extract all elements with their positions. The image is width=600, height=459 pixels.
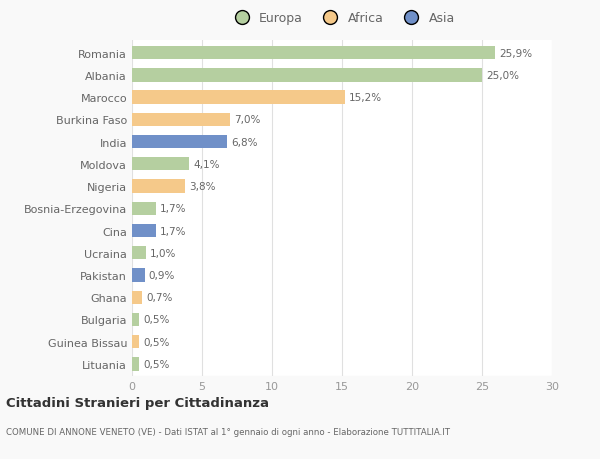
Bar	[132, 135, 227, 149]
Text: 4,1%: 4,1%	[194, 159, 220, 169]
Bar	[132, 91, 345, 105]
Text: 0,5%: 0,5%	[143, 337, 170, 347]
Bar	[132, 224, 156, 238]
Bar	[132, 69, 482, 82]
Text: 0,9%: 0,9%	[149, 270, 175, 280]
Bar	[132, 158, 190, 171]
Bar	[132, 336, 139, 349]
Text: 7,0%: 7,0%	[234, 115, 260, 125]
Bar	[132, 180, 185, 193]
Bar	[132, 113, 230, 127]
Text: 15,2%: 15,2%	[349, 93, 382, 103]
Text: 1,0%: 1,0%	[150, 248, 176, 258]
Bar	[132, 47, 494, 60]
Text: 25,0%: 25,0%	[486, 71, 519, 81]
Bar	[132, 202, 156, 216]
Bar	[132, 358, 139, 371]
Text: 3,8%: 3,8%	[190, 182, 216, 192]
Text: 6,8%: 6,8%	[232, 137, 258, 147]
Text: 1,7%: 1,7%	[160, 204, 187, 214]
Bar	[132, 291, 142, 304]
Bar	[132, 313, 139, 326]
Text: 0,7%: 0,7%	[146, 293, 172, 302]
Text: 1,7%: 1,7%	[160, 226, 187, 236]
Text: 0,5%: 0,5%	[143, 315, 170, 325]
Text: COMUNE DI ANNONE VENETO (VE) - Dati ISTAT al 1° gennaio di ogni anno - Elaborazi: COMUNE DI ANNONE VENETO (VE) - Dati ISTA…	[6, 427, 450, 436]
Text: 0,5%: 0,5%	[143, 359, 170, 369]
Text: 25,9%: 25,9%	[499, 49, 532, 58]
Bar	[132, 246, 146, 260]
Bar	[132, 269, 145, 282]
Legend: Europa, Africa, Asia: Europa, Africa, Asia	[224, 7, 460, 30]
Text: Cittadini Stranieri per Cittadinanza: Cittadini Stranieri per Cittadinanza	[6, 396, 269, 409]
